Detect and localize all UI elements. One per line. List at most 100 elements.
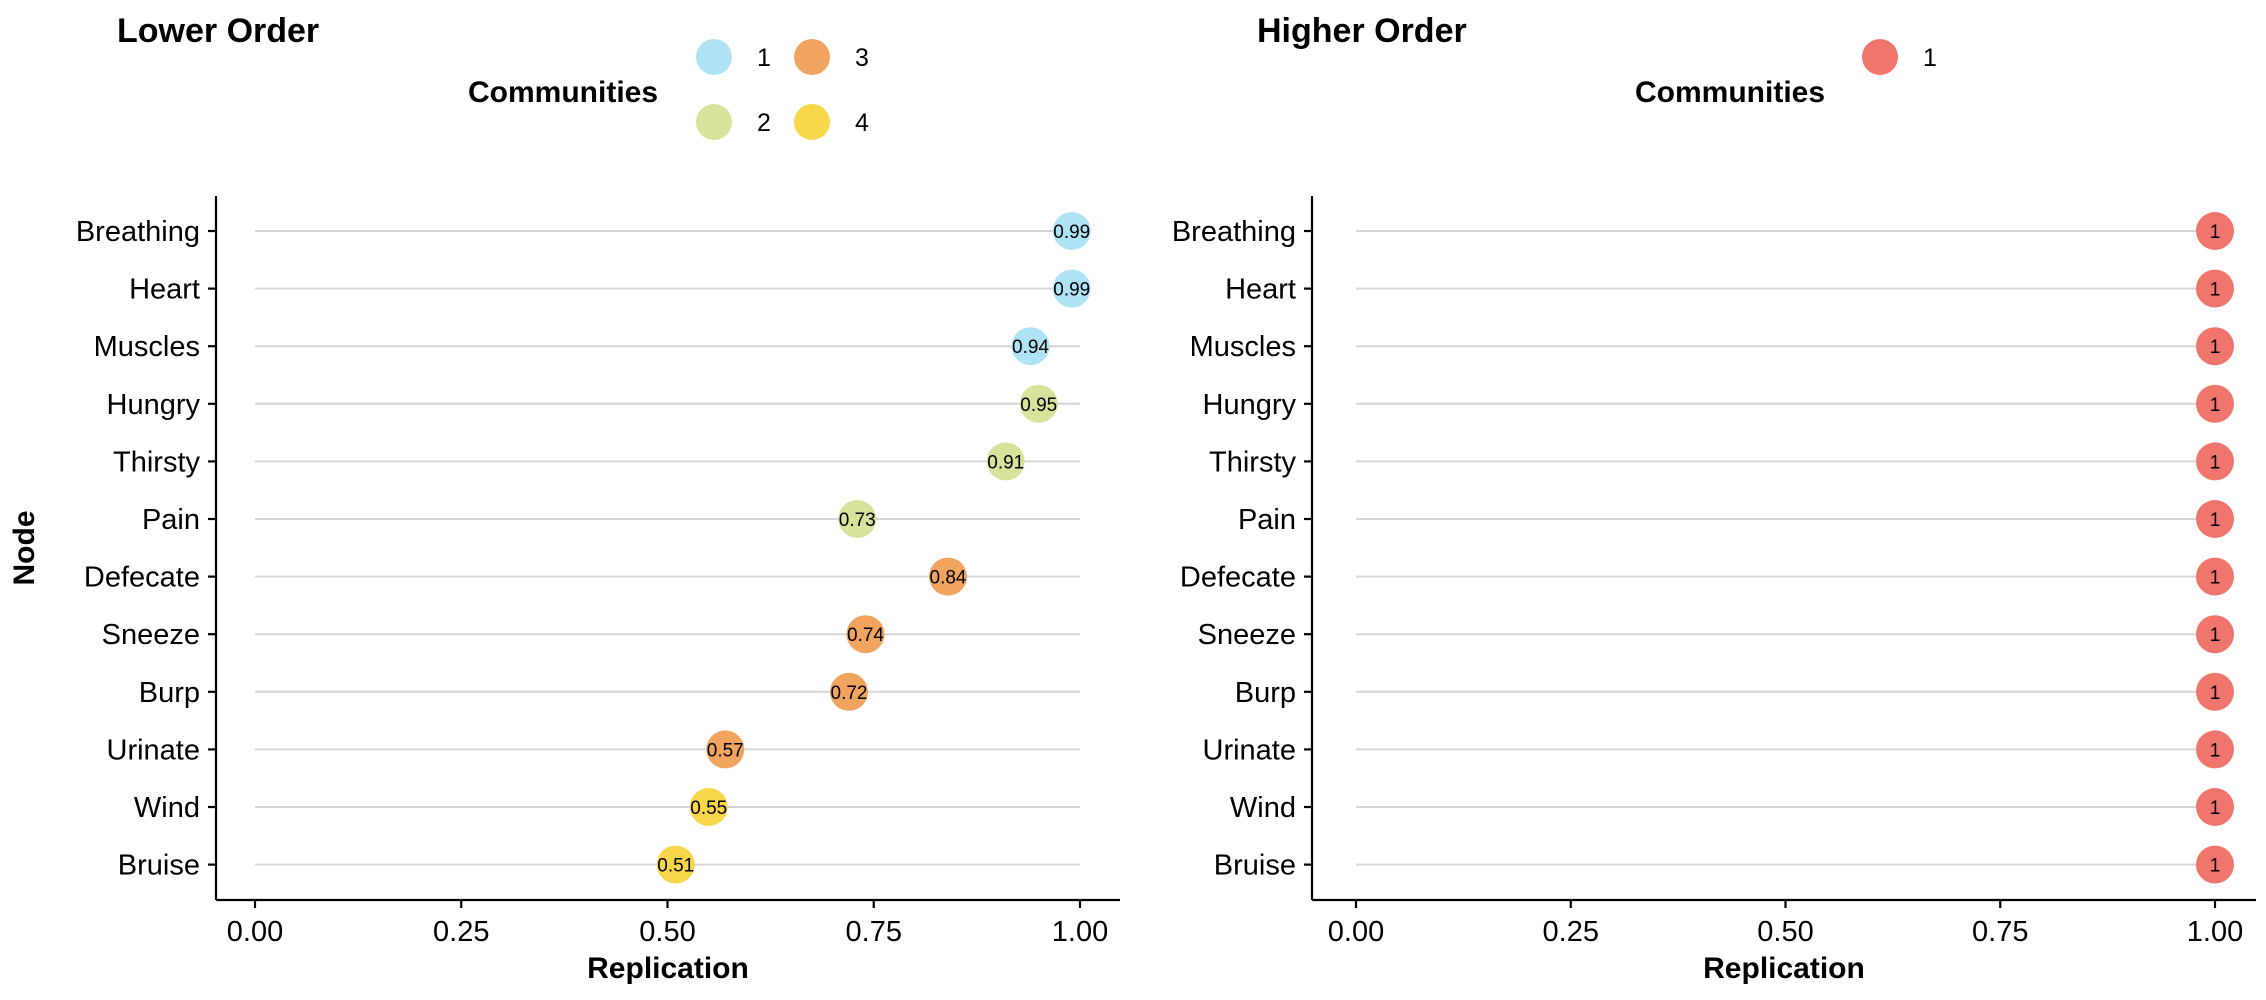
x-tick-label-3: 0.75 (846, 916, 902, 948)
y-tick-label-thirsty: Thirsty (113, 446, 201, 478)
point-label-breathing: 0.99 (1053, 222, 1090, 243)
y-tick-label-wind: Wind (134, 792, 200, 824)
point-label-defecate: 1 (2210, 568, 2221, 589)
legend: Communities 1 2 3 4 (468, 39, 869, 140)
point-label-heart: 1 (2210, 280, 2221, 301)
panel-lower-order: Lower Order Communities 1 2 3 4 Breathing Heart… (8, 12, 1120, 985)
point-pain (838, 500, 877, 538)
point-bruise (656, 845, 695, 884)
y-tick-label-bruise: Bruise (118, 850, 200, 882)
point-hungry (2196, 384, 2234, 423)
x-axis-title: Replication (587, 952, 749, 985)
point-hungry (1019, 384, 1058, 423)
point-label-sneeze: 0.74 (847, 625, 884, 646)
legend-title: Communities (1635, 76, 1825, 109)
x-tick-label-4: 1.00 (2187, 916, 2243, 948)
x-tick-label-2: 0.50 (639, 916, 695, 948)
point-label-hungry: 1 (2210, 395, 2221, 416)
legend-swatch-3 (794, 39, 830, 75)
point-muscles (2196, 327, 2234, 366)
y-axis-title: Node (8, 511, 41, 586)
point-label-bruise: 0.51 (657, 856, 694, 877)
y-tick-label-breathing: Breathing (1172, 216, 1296, 248)
y-tick-label-urinate: Urinate (107, 734, 201, 766)
point-label-urinate: 1 (2210, 740, 2221, 761)
point-thirsty (2196, 442, 2234, 481)
point-label-wind: 1 (2210, 798, 2221, 819)
x-tick-label-3: 0.75 (1972, 916, 2028, 948)
legend-swatch-1 (1862, 39, 1898, 75)
y-tick-label-heart: Heart (129, 274, 200, 306)
x-axis-title: Replication (1703, 952, 1865, 985)
point-burp (830, 672, 868, 711)
x-tick-label-4: 1.00 (1052, 916, 1108, 948)
point-label-heart: 0.99 (1053, 280, 1090, 301)
point-heart (2196, 269, 2234, 308)
point-wind (2196, 788, 2234, 826)
y-tick-label-urinate: Urinate (1203, 734, 1297, 766)
point-pain (2196, 500, 2234, 538)
y-tick-label-muscles: Muscles (1190, 331, 1296, 363)
x-tick-label-1: 0.25 (1543, 916, 1599, 948)
y-tick-label-pain: Pain (1238, 504, 1296, 536)
point-label-pain: 0.73 (839, 510, 876, 531)
point-sneeze (2196, 615, 2234, 654)
legend: Communities 1 (1635, 39, 1937, 109)
panel-higher-order: Higher Order Communities 1 Breathing Heart Mu… (1172, 12, 2256, 985)
legend-swatch-4 (794, 104, 830, 140)
legend-label-2: 2 (757, 109, 771, 137)
point-label-thirsty: 0.91 (987, 452, 1024, 473)
point-label-wind: 0.55 (690, 798, 727, 819)
point-defecate (2196, 557, 2234, 596)
point-label-defecate: 0.84 (930, 568, 967, 589)
x-tick-label-2: 0.50 (1757, 916, 1813, 948)
point-label-urinate: 0.57 (707, 740, 744, 761)
y-tick-label-defecate: Defecate (84, 562, 200, 594)
point-label-thirsty: 1 (2210, 452, 2221, 473)
y-tick-label-heart: Heart (1225, 274, 1296, 306)
x-tick-label-0: 0.00 (1328, 916, 1384, 948)
y-tick-label-wind: Wind (1230, 792, 1296, 824)
point-label-bruise: 1 (2210, 856, 2221, 877)
y-tick-label-sneeze: Sneeze (1198, 619, 1296, 651)
y-tick-label-defecate: Defecate (1180, 562, 1296, 594)
point-label-muscles: 1 (2210, 337, 2221, 358)
point-sneeze (846, 615, 885, 654)
y-tick-label-pain: Pain (142, 504, 200, 536)
legend-label-4: 4 (855, 109, 869, 137)
point-label-burp: 0.72 (831, 683, 868, 704)
y-tick-label-hungry: Hungry (107, 389, 201, 421)
legend-label-1: 1 (1923, 44, 1937, 72)
point-burp (2196, 672, 2234, 711)
point-label-breathing: 1 (2210, 222, 2221, 243)
point-label-muscles: 0.94 (1012, 337, 1049, 358)
point-defecate (929, 557, 967, 596)
point-label-sneeze: 1 (2210, 625, 2221, 646)
point-heart (1052, 269, 1091, 308)
point-wind (689, 788, 728, 826)
legend-label-1: 1 (757, 44, 771, 72)
legend-title: Communities (468, 76, 658, 109)
y-tick-label-hungry: Hungry (1203, 389, 1297, 421)
y-tick-label-bruise: Bruise (1214, 850, 1296, 882)
legend-label-3: 3 (855, 44, 869, 72)
point-breathing (2196, 212, 2234, 250)
point-bruise (2196, 845, 2234, 884)
y-tick-label-sneeze: Sneeze (102, 619, 200, 651)
point-muscles (1011, 327, 1050, 366)
y-tick-label-muscles: Muscles (94, 331, 200, 363)
legend-swatch-2 (696, 104, 732, 140)
point-label-pain: 1 (2210, 510, 2221, 531)
chart-title: Lower Order (117, 12, 319, 50)
point-urinate (706, 730, 745, 769)
point-urinate (2196, 730, 2234, 769)
y-tick-label-breathing: Breathing (76, 216, 200, 248)
chart-title: Higher Order (1257, 12, 1467, 50)
y-tick-label-thirsty: Thirsty (1209, 446, 1297, 478)
point-label-burp: 1 (2210, 683, 2221, 704)
legend-swatch-1 (696, 39, 732, 75)
point-thirsty (986, 442, 1025, 481)
y-tick-label-burp: Burp (1235, 677, 1296, 709)
